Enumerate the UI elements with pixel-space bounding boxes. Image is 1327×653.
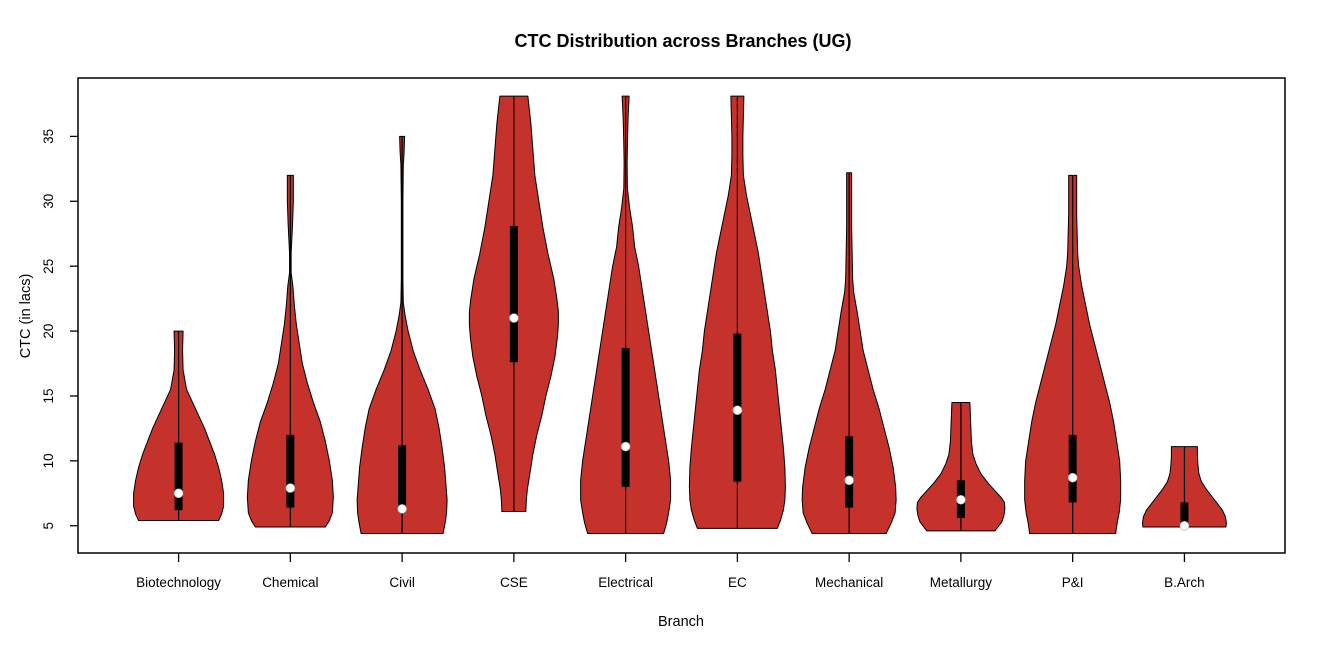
iqr-box-electrical [621,347,630,487]
x-tick-label-chemical: Chemical [262,575,318,590]
median-dot-b-arch [1179,520,1190,531]
median-dot-civil [397,504,407,514]
x-tick-label-b-arch: B.Arch [1164,575,1205,590]
plot-border [77,77,1286,554]
median-dot-electrical [620,441,631,452]
y-tick-label-10: 10 [41,453,56,468]
iqr-box-mechanical [845,436,854,508]
median-dot-metallurgy [956,494,966,505]
iqr-box-biotechnology [174,442,183,511]
iqr-box-p-i [1068,434,1077,503]
x-tick-label-ec: EC [728,575,747,590]
x-tick-label-cse: CSE [500,575,528,590]
median-dot-p-i [1067,472,1078,483]
iqr-box-chemical [286,434,295,508]
x-axis-title: Branch [658,614,704,630]
x-tick-label-mechanical: Mechanical [815,575,883,590]
median-dot-mechanical [844,475,854,486]
plot-layer: 5 10 15 20 25 30 35 Biotechnology Chemical Civil C… [41,77,1286,590]
y-tick-label-15: 15 [41,388,56,403]
y-axis-title: CTC (in lacs) [18,274,34,359]
y-tick-label-30: 30 [41,194,56,209]
y-tick-label-35: 35 [41,129,56,144]
median-dot-biotechnology [173,488,184,499]
x-tick-label-metallurgy: Metallurgy [930,575,993,590]
iqr-box-cse [509,225,518,363]
x-tick-label-electrical: Electrical [598,575,653,590]
x-tick-label-p-i: P&I [1062,575,1084,590]
y-tick-label-20: 20 [41,324,56,339]
x-tick-label-civil: Civil [389,575,415,590]
median-dot-cse [509,313,519,323]
median-dot-ec [732,405,743,416]
chart-title: CTC Distribution across Branches (UG) [514,31,851,51]
iqr-box-civil [398,445,407,512]
median-dot-chemical [285,483,296,493]
y-tick-label-5: 5 [41,522,56,530]
iqr-box-b-arch [1180,502,1189,526]
x-tick-label-biotechnology: Biotechnology [136,575,221,590]
y-tick-label-25: 25 [41,259,56,274]
